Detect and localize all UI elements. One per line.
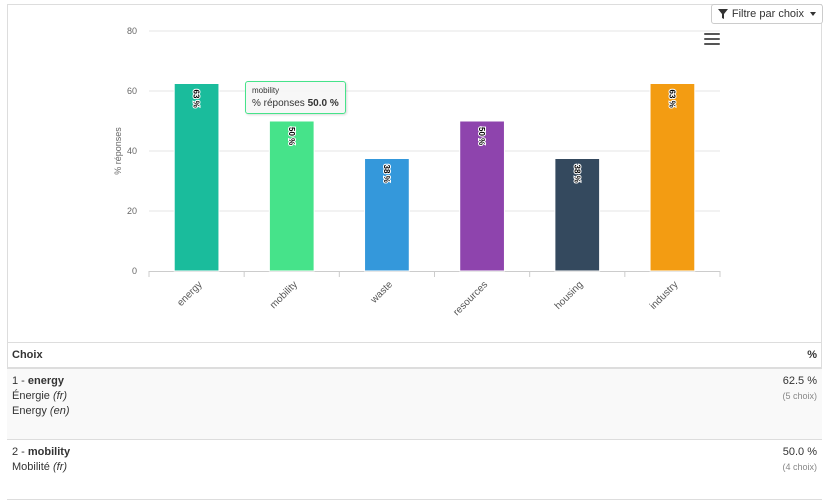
data-label: 50 % — [477, 127, 486, 145]
y-tick-label: 40 — [127, 146, 137, 156]
column-percent: % — [807, 349, 817, 361]
bar-waste — [364, 158, 410, 272]
choice-percent: 50.0 % — [782, 446, 817, 458]
tooltip-value: 50.0 % — [307, 98, 339, 109]
choice-title: 2 - mobility — [12, 446, 71, 458]
bar-resources — [459, 120, 505, 272]
data-label: 50 % — [287, 127, 296, 145]
data-label: 38 % — [572, 165, 581, 183]
tooltip-category: mobility — [252, 86, 280, 95]
filter-by-choice-button[interactable]: Filtre par choix — [710, 4, 823, 24]
choice-count: (4 choix) — [782, 462, 817, 472]
choice-percent: 62.5 % — [782, 375, 817, 387]
x-tick-label: resources — [451, 279, 490, 318]
choice-translation: Energy (en) — [12, 405, 70, 417]
x-tick-label: energy — [175, 279, 204, 308]
choice-translation: Mobilité (fr) — [12, 461, 68, 473]
x-tick-label: mobility — [268, 279, 300, 311]
y-tick-label: 60 — [127, 86, 137, 96]
y-tick-label: 20 — [127, 206, 137, 216]
y-tick-label: 80 — [127, 26, 137, 36]
table-row: 1 - energy Énergie (fr) Energy (en) 62.5… — [7, 369, 822, 440]
choice-count: (5 choix) — [782, 391, 817, 401]
choice-name: energy — [27, 375, 64, 387]
data-label: 63 % — [667, 90, 676, 108]
table-row: 2 - mobility Mobilité (fr) 50.0 % (4 cho… — [7, 440, 822, 500]
bar-housing — [554, 158, 601, 272]
caret-down-icon — [810, 12, 816, 16]
funnel-icon — [717, 9, 728, 19]
x-tick-label: industry — [648, 279, 681, 312]
tooltip-label: % réponses — [252, 98, 305, 109]
y-tick-label: 0 — [132, 266, 137, 276]
choice-name: mobility — [27, 446, 71, 458]
data-label: 63 % — [192, 90, 201, 108]
x-tick-label: waste — [368, 279, 395, 306]
data-label: 38 % — [382, 165, 391, 183]
results-table: Choix % 1 - energy Énergie (fr) Energy (… — [7, 342, 822, 500]
chart-tooltip: mobility % réponses 50.0 % — [245, 81, 346, 114]
y-axis-title: % réponses — [113, 127, 123, 175]
x-tick-label: housing — [553, 279, 586, 312]
filter-label: Filtre par choix — [731, 8, 804, 20]
bar-chart: 0 20 40 60 80 % réponses 63 % energy 50 % mobilit… — [113, 26, 721, 318]
column-choice: Choix — [12, 349, 43, 361]
choice-translation: Énergie (fr) — [12, 390, 68, 402]
chart-menu-icon[interactable] — [704, 33, 720, 47]
survey-results-panel — [7, 4, 822, 477]
bar-energy — [173, 83, 220, 272]
bar-mobility — [268, 120, 315, 272]
table-header: Choix % — [7, 342, 822, 369]
chart-container: 0 20 40 60 80 % réponses 63 % energy 50 % mobilit… — [8, 5, 820, 340]
choice-title: 1 - energy — [12, 375, 64, 387]
bar-industry — [649, 83, 696, 272]
